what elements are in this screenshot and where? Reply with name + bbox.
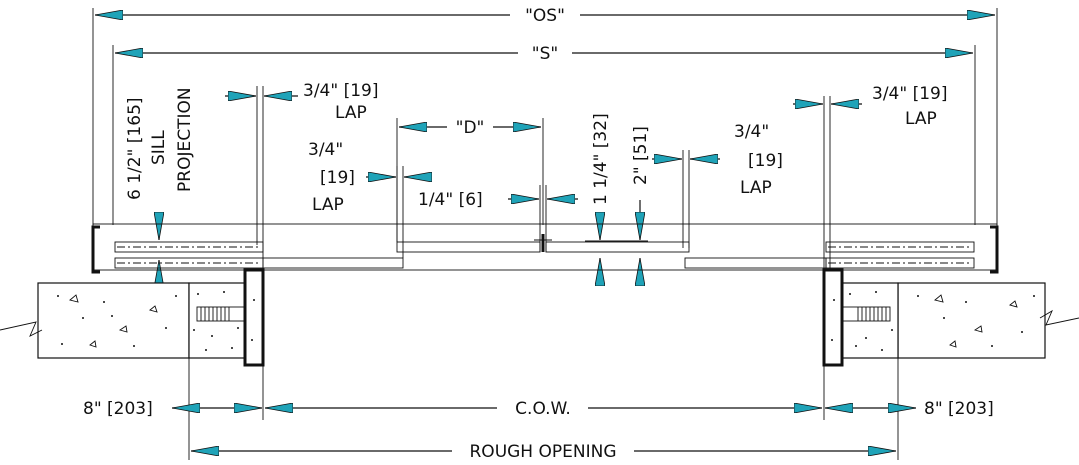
right-end-angle [990, 225, 999, 274]
one-quarter-dimension: 1 1/4" [32] [585, 113, 648, 284]
s-dimension: "S" [112, 44, 976, 225]
os-label: "OS" [525, 6, 565, 26]
lap-l-metric: [19] [320, 168, 355, 188]
lap-tl-value: 3/4" [19] [303, 81, 378, 101]
d-dimension: "D" [396, 118, 544, 242]
s-label: "S" [532, 44, 558, 64]
d-label: "D" [456, 118, 485, 138]
one-quarter-label: 1 1/4" [32] [591, 113, 611, 205]
center-plate-right-upper [545, 241, 690, 253]
lap-top-left-dimension: 3/4" [19] LAP [225, 81, 378, 262]
projection-label: PROJECTION [175, 87, 195, 192]
sill-projection-value: 6 1/2" [165] [125, 97, 145, 200]
two-inch-label: 2" [51] [631, 126, 651, 185]
cover-plate-assembly [91, 223, 999, 274]
left-end-angle [91, 225, 100, 274]
ro-label: ROUGH OPENING [470, 442, 617, 462]
sill-projection-dimension: 6 1/2" [165] SILL PROJECTION [125, 87, 195, 284]
right-channel-upper [825, 241, 975, 253]
lap-l-lap: LAP [312, 195, 344, 215]
left-slab [37, 282, 190, 359]
two-inch-dimension: 2" [51] [631, 126, 651, 274]
right-break-line [1039, 309, 1079, 326]
lap-tl-lap: LAP [335, 103, 367, 123]
lap-r-lap: LAP [740, 178, 772, 198]
center-plate-right-lower [684, 257, 827, 269]
lap-right-dimension: 3/4" [19] LAP [652, 122, 783, 248]
lap-top-right-dimension: 3/4" [19] LAP [793, 84, 947, 270]
left-concrete-texture [57, 291, 255, 351]
sill-label: SILL [149, 130, 169, 165]
lap-r-metric: [19] [748, 151, 783, 171]
right-slab [897, 282, 1046, 359]
left-break-line [0, 321, 43, 337]
lap-tr-lap: LAP [905, 109, 937, 129]
right-concrete-texture [831, 291, 1035, 351]
lap-l-value: 3/4" [308, 140, 343, 160]
bottom-left-label: 8" [203] [83, 399, 153, 419]
right-frame-post [822, 268, 844, 367]
center-plate-left-upper [396, 241, 541, 253]
quarter-inch-dimension: 1/4" [6] [418, 185, 578, 252]
center-plate-left-lower [262, 257, 404, 269]
left-anchor [196, 306, 246, 322]
left-channel-upper [114, 241, 264, 253]
cow-label: C.O.W. [515, 399, 571, 419]
lap-r-value: 3/4" [734, 122, 769, 142]
quarter-label: 1/4" [6] [418, 190, 483, 210]
lap-left-dimension: 3/4" [19] LAP [308, 140, 432, 258]
os-dimension: "OS" [92, 6, 998, 225]
bottom-right-label: 8" [203] [924, 399, 994, 419]
right-wall [822, 268, 1079, 367]
lap-tr-value: 3/4" [19] [872, 84, 947, 104]
left-frame-post [243, 268, 265, 367]
bottom-dimensions: 8" [203] C.O.W. 8" [203] ROUGH OPENING [83, 358, 994, 462]
left-wall [0, 268, 265, 367]
right-anchor [841, 306, 891, 322]
